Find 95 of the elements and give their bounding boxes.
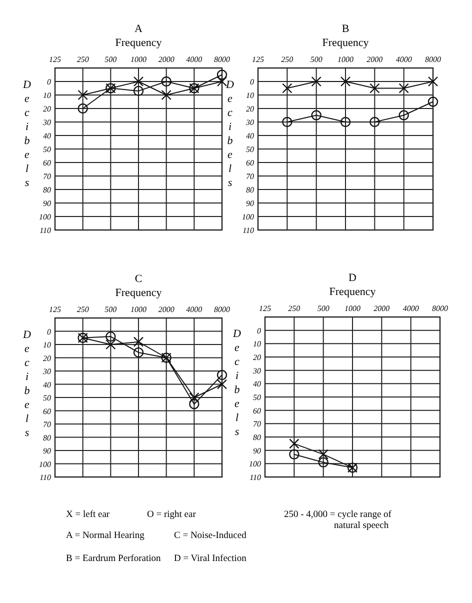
y-tick-label: 10 — [246, 91, 254, 100]
x-tick-label: 4000 — [186, 55, 202, 64]
x-tick-label: 2000 — [374, 304, 390, 313]
text: B = Eardrum Perforation — [66, 554, 162, 564]
y-tick-label: 100 — [39, 212, 51, 222]
x-tick-label: 8000 — [432, 304, 448, 313]
y-tick-label: 80 — [43, 433, 51, 442]
y-tick-label: 60 — [253, 406, 261, 416]
y-axis-title: Decibels — [225, 79, 234, 189]
y-axis-title: Decibels — [22, 329, 32, 439]
x-tick-label: 8000 — [214, 305, 230, 314]
y-tick-label: 10 — [253, 340, 261, 349]
x-tick-label: 1000 — [130, 305, 146, 314]
chart-title: B — [342, 23, 350, 35]
text: 250 - 4,000 = cycle range of natural speech — [284, 510, 392, 531]
x-tick-label: 250 — [288, 304, 300, 313]
y-tick-label: 30 — [252, 366, 261, 376]
y-tick-label: 80 — [253, 433, 261, 442]
x-tick-label: 1000 — [338, 55, 354, 64]
x-tick-label: 125 — [259, 304, 271, 313]
chart-title: D — [348, 272, 357, 284]
x-tick-label: 8000 — [425, 55, 441, 64]
y-tick-label: 110 — [40, 226, 51, 235]
y-tick-label: 0 — [257, 326, 261, 336]
y-tick-label: 10 — [43, 340, 51, 350]
y-tick-label: 60 — [246, 158, 254, 168]
y-tick-label: 40 — [43, 132, 51, 140]
y-tick-label: 20 — [43, 104, 51, 114]
y-tick-label: 70 — [246, 172, 254, 181]
y-axis-title: Decibels — [232, 328, 242, 438]
text: C = Noise-Induced — [174, 531, 247, 541]
x-tick-label: 500 — [310, 55, 322, 64]
text: O = right ear — [147, 510, 197, 520]
x-tick-label: 125 — [49, 305, 61, 314]
y-tick-label: 110 — [242, 226, 254, 235]
x-tick-label: 125 — [252, 55, 264, 64]
x-tick-label: 2000 — [366, 55, 383, 64]
text: A = Normal Hearing — [66, 531, 145, 541]
y-tick-label: 0 — [250, 78, 254, 86]
x-tick-label: 4000 — [186, 305, 202, 314]
y-tick-label: 80 — [43, 186, 51, 194]
x-tick-label: 1000 — [130, 55, 146, 64]
x-tick-label: 2000 — [158, 305, 174, 314]
x-tick-label: 4000 — [396, 55, 412, 64]
x-axis-title: Frequency — [322, 37, 370, 49]
x-tick-label: 2000 — [158, 55, 174, 64]
y-tick-label: 40 — [253, 380, 261, 389]
y-tick-label: 30 — [42, 118, 51, 127]
y-tick-label: 40 — [246, 132, 254, 140]
x-axis-title: Frequency — [115, 37, 162, 49]
y-tick-label: 50 — [43, 145, 51, 154]
chart-title: C — [134, 273, 142, 285]
y-tick-label: 70 — [43, 172, 51, 181]
x-tick-label: 500 — [104, 55, 117, 64]
y-tick-label: 50 — [43, 394, 51, 402]
text: X = left ear — [66, 510, 110, 520]
y-tick-label: 90 — [43, 446, 51, 456]
y-tick-label: 100 — [242, 212, 254, 222]
x-tick-label: 4000 — [402, 304, 419, 313]
y-axis-title: Decibels — [22, 79, 32, 189]
y-tick-label: 100 — [39, 460, 51, 469]
x-tick-label: 1000 — [344, 304, 360, 313]
x-axis-title: Frequency — [115, 287, 162, 299]
y-tick-label: 110 — [40, 473, 51, 482]
y-tick-label: 60 — [43, 406, 51, 416]
y-tick-label: 50 — [253, 393, 261, 402]
y-tick-label: 0 — [47, 78, 51, 86]
y-tick-label: 80 — [246, 186, 254, 194]
y-tick-label: 0 — [47, 327, 51, 336]
y-tick-label: 90 — [253, 446, 261, 456]
text: D = Viral Infection — [174, 554, 247, 564]
x-tick-label: 125 — [49, 55, 61, 64]
y-tick-label: 100 — [249, 460, 261, 469]
x-axis-title: Frequency — [329, 286, 376, 298]
x-tick-label: 250 — [76, 55, 89, 64]
y-tick-label: 70 — [43, 420, 51, 429]
y-tick-label: 10 — [43, 91, 51, 100]
x-tick-label: 500 — [317, 304, 330, 313]
y-tick-label: 20 — [43, 354, 51, 363]
y-tick-label: 20 — [246, 104, 254, 114]
y-tick-label: 90 — [43, 199, 51, 208]
y-tick-label: 50 — [246, 145, 254, 154]
y-tick-label: 30 — [245, 118, 254, 127]
x-tick-label: 500 — [104, 305, 117, 314]
y-tick-label: 30 — [42, 367, 51, 376]
y-tick-label: 70 — [253, 420, 261, 429]
x-tick-label: 8000 — [214, 55, 230, 64]
x-tick-label: 250 — [76, 305, 89, 314]
x-tick-label: 250 — [281, 55, 294, 64]
chart-title: A — [134, 23, 143, 35]
y-tick-label: 20 — [253, 353, 261, 362]
y-tick-label: 40 — [43, 380, 51, 390]
y-tick-label: 110 — [250, 473, 261, 482]
y-tick-label: 90 — [246, 199, 254, 208]
y-tick-label: 60 — [43, 158, 51, 168]
